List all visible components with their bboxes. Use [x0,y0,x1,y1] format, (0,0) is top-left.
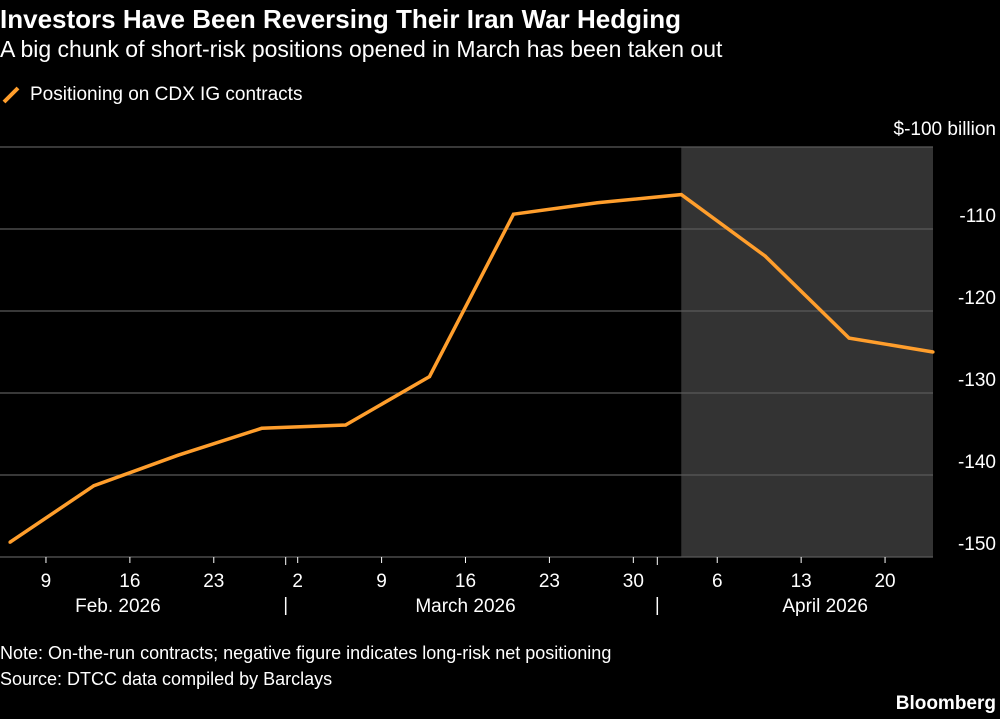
x-tick-label: 23 [539,571,560,592]
y-tick-label: -130 [958,370,996,391]
x-tick-label: 9 [41,571,52,592]
chart-source: Source: DTCC data compiled by Barclays [0,669,333,689]
x-tick-label: 6 [712,571,723,592]
x-tick-label: 13 [791,571,812,592]
legend: Positioning on CDX IG contracts [0,82,302,108]
shaded-region [681,147,933,557]
y-tick-label: -110 [959,206,996,227]
x-tick-label: 2 [292,571,303,592]
y-axis-unit-label: $-100 billion [893,119,996,140]
slash-line-icon [0,84,22,106]
chart-note: Note: On-the-run contracts; negative fig… [0,643,612,663]
x-tick-label: 30 [623,571,644,592]
data-point [427,375,432,379]
x-tick-label: 20 [874,571,895,592]
data-point [260,426,264,430]
y-tick-label: -140 [958,452,996,473]
series-line [9,192,934,544]
x-tick-label: 16 [455,571,476,592]
data-point [679,192,683,197]
data-point [344,423,348,427]
bloomberg-logo: Bloomberg [895,693,996,714]
chart-title: Investors Have Been Reversing Their Iran… [0,4,682,34]
legend-label: Positioning on CDX IG contracts [30,84,303,105]
data-point [511,212,516,216]
y-tick-label: -150 [958,534,996,555]
x-tick-label: 23 [203,571,224,592]
x-tick-label: 16 [119,571,140,592]
data-point [847,336,851,340]
y-tick-label: -120 [958,288,996,309]
data-point [931,350,935,354]
month-label: March 2026 [415,596,515,617]
data-point [595,201,599,205]
month-label: Feb. 2026 [75,596,161,617]
x-tick-label: 9 [376,571,387,592]
month-label: April 2026 [782,596,868,617]
data-point [763,254,767,258]
chart-subtitle: A big chunk of short-risk positions open… [0,36,723,62]
data-point [92,484,96,488]
line-chart: -110 -120 -130 -140 -150 9 16 23 2 9 16 23 30 6 13 20 Fe… [0,146,996,617]
data-point [176,453,180,457]
data-point [8,540,12,544]
